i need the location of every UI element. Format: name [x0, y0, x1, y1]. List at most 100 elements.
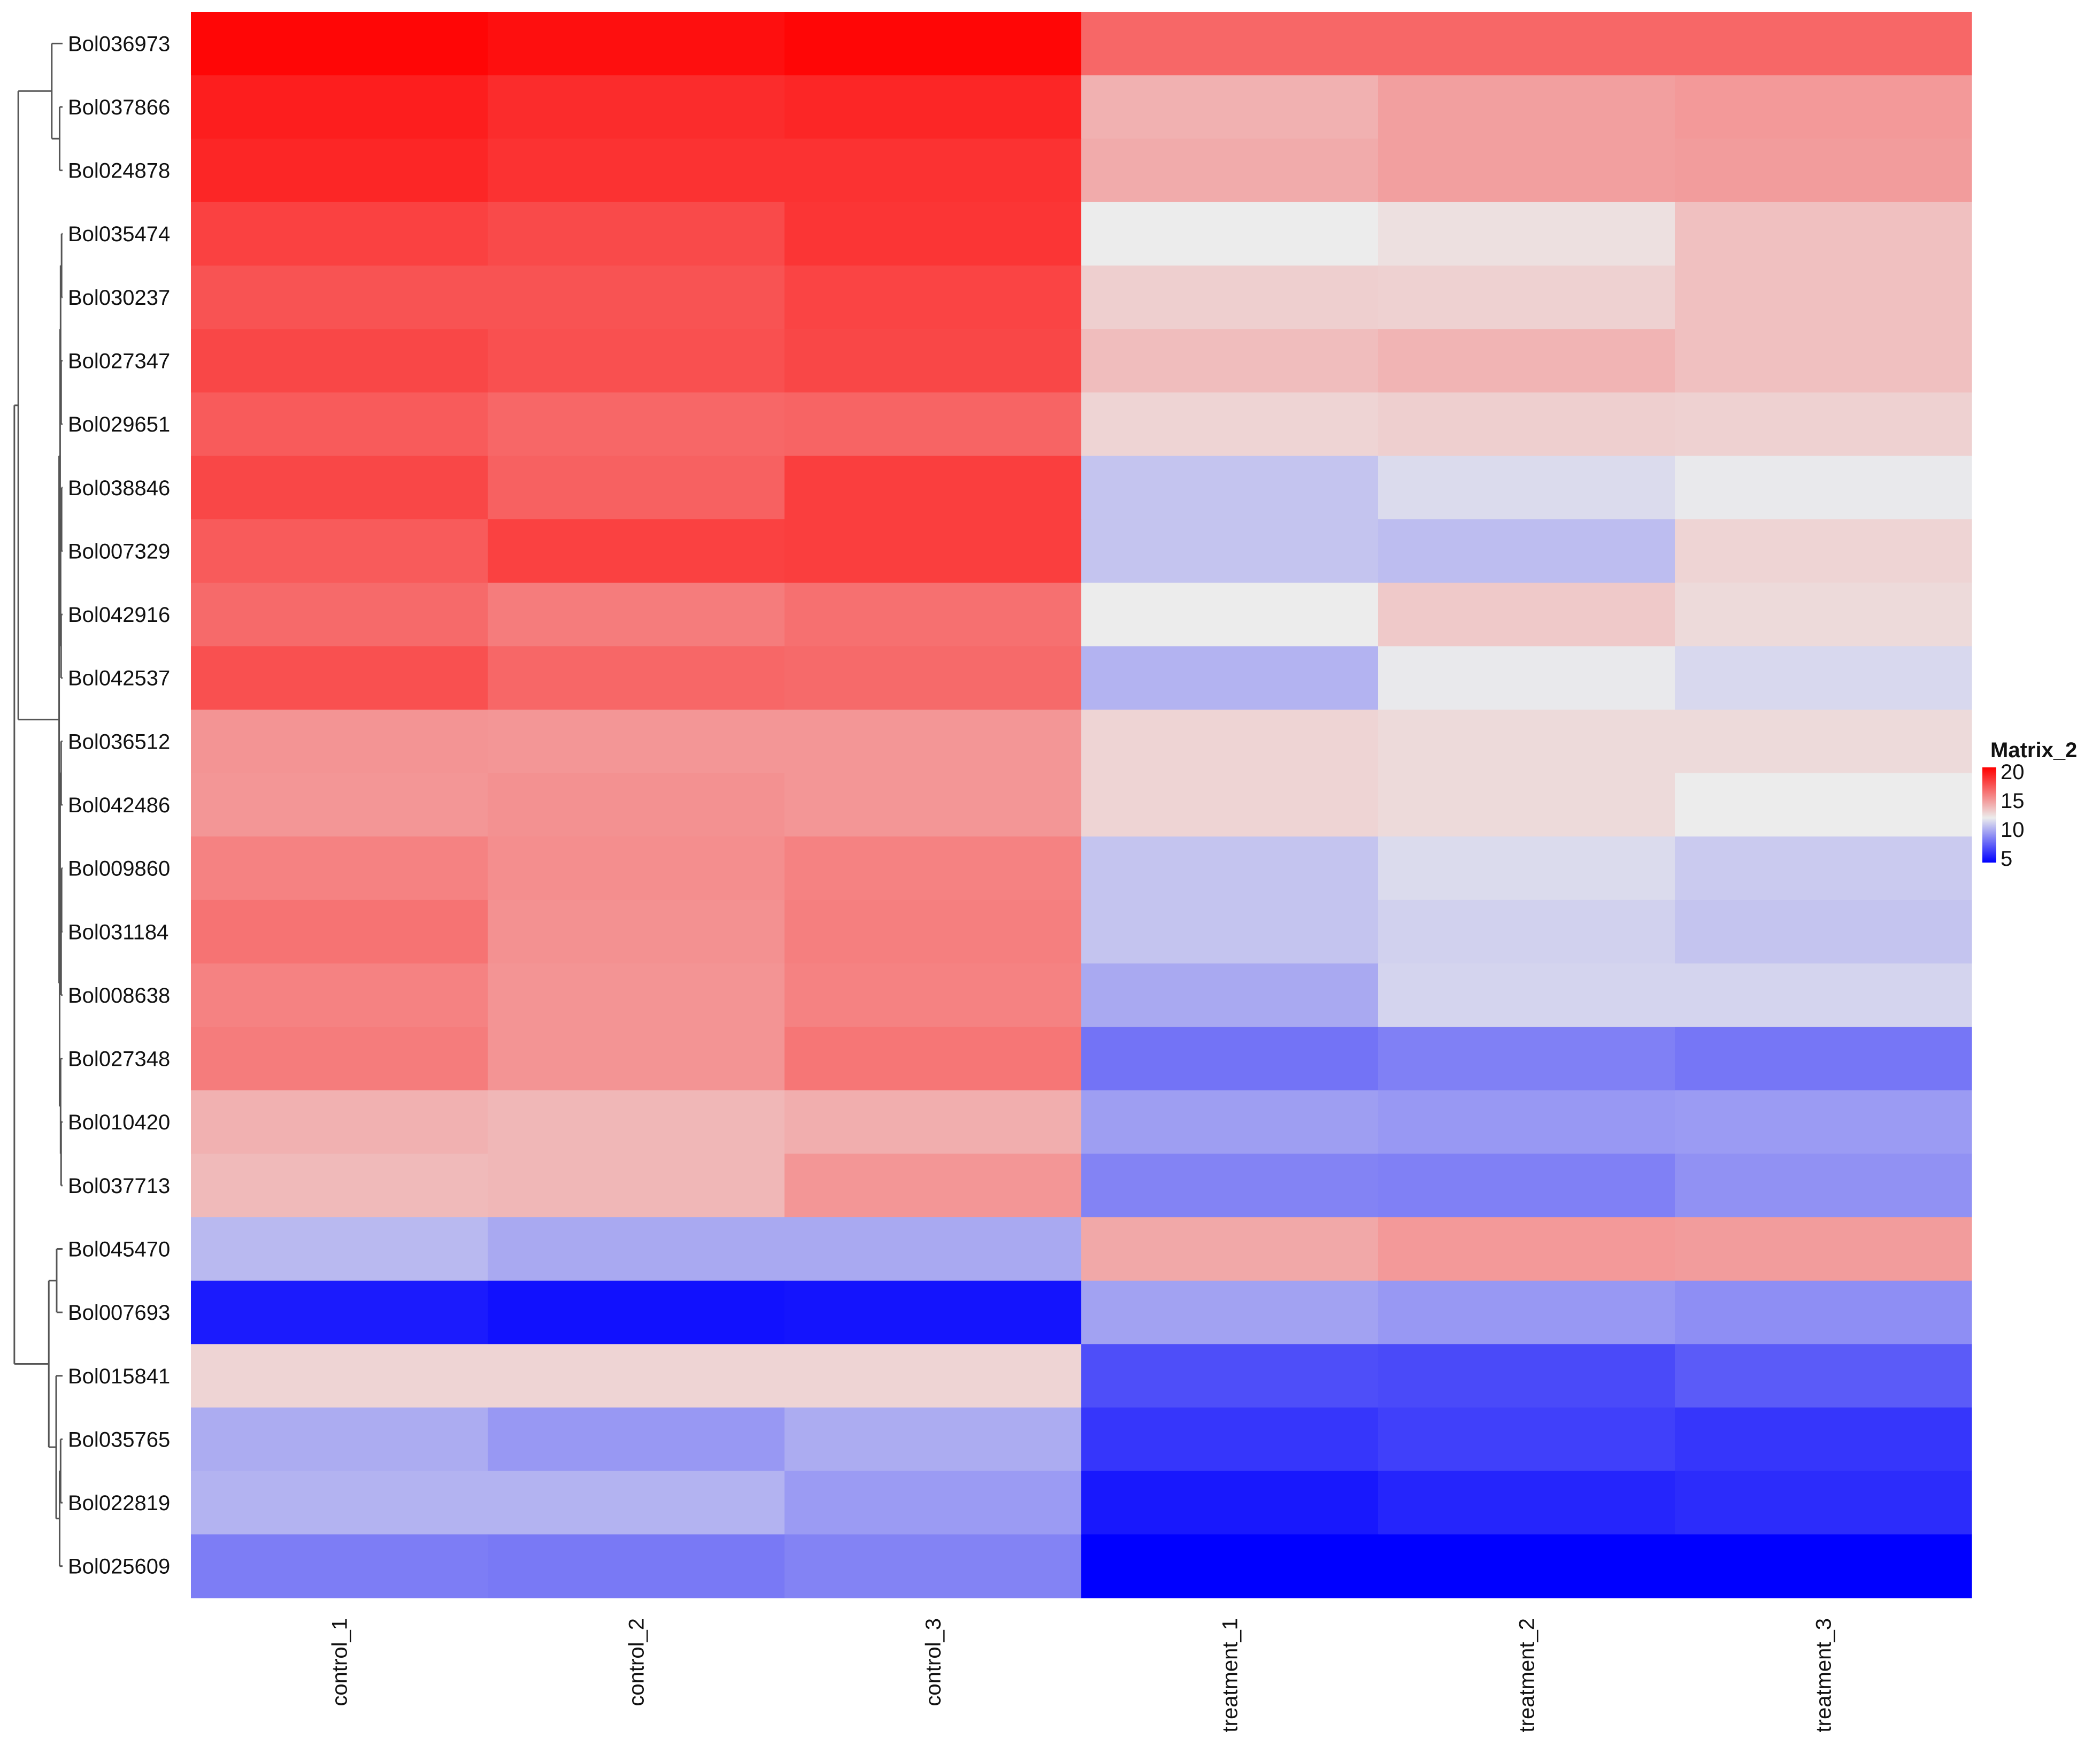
heatmap-cell-Bol027348-control_1 — [191, 1027, 488, 1091]
heatmap-cell-Bol022819-treatment_2 — [1378, 1471, 1675, 1535]
heatmap-cell-Bol037713-treatment_1 — [1081, 1153, 1379, 1218]
legend-title: Matrix_2 — [1990, 738, 2077, 762]
heatmap-cell-Bol037866-treatment_3 — [1675, 75, 1972, 139]
heatmap-cell-Bol027347-treatment_1 — [1081, 329, 1379, 393]
heatmap-cell-Bol045470-treatment_2 — [1378, 1217, 1675, 1281]
heatmap-cell-Bol042916-control_1 — [191, 582, 488, 647]
heatmap-cell-Bol042486-control_2 — [488, 773, 785, 837]
row-label-Bol015841: Bol015841 — [68, 1365, 170, 1388]
heatmap-cell-Bol027348-treatment_1 — [1081, 1027, 1379, 1091]
heatmap-cell-Bol036512-treatment_2 — [1378, 710, 1675, 774]
row-label-Bol045470: Bol045470 — [68, 1237, 170, 1261]
heatmap-cell-Bol007693-control_3 — [784, 1280, 1082, 1345]
heatmap-cell-Bol015841-control_3 — [784, 1344, 1082, 1408]
row-label-Bol037866: Bol037866 — [68, 96, 170, 119]
row-label-Bol036973: Bol036973 — [68, 32, 170, 56]
heatmap-cell-Bol030237-treatment_3 — [1675, 265, 1972, 329]
heatmap-cell-Bol007329-control_1 — [191, 519, 488, 583]
heatmap-cell-Bol027348-treatment_3 — [1675, 1027, 1972, 1091]
heatmap-cell-Bol035765-control_3 — [784, 1407, 1082, 1472]
heatmap-cell-Bol037713-control_2 — [488, 1153, 785, 1218]
heatmap-cell-Bol010420-treatment_2 — [1378, 1090, 1675, 1155]
heatmap-cell-Bol027348-control_3 — [784, 1027, 1082, 1091]
row-dendrogram — [13, 42, 63, 1567]
heatmap-cell-Bol035765-control_2 — [488, 1407, 785, 1472]
heatmap-cell-Bol042916-control_2 — [488, 582, 785, 647]
row-label-Bol042486: Bol042486 — [68, 794, 170, 817]
row-label-Bol024878: Bol024878 — [68, 159, 170, 183]
heatmap-cell-Bol038846-treatment_2 — [1378, 456, 1675, 520]
heatmap-cell-Bol009860-treatment_1 — [1081, 836, 1379, 901]
heatmap-cell-Bol042916-control_3 — [784, 582, 1082, 647]
heatmap-cell-Bol027347-control_3 — [784, 329, 1082, 393]
heatmap-cell-Bol027348-treatment_2 — [1378, 1027, 1675, 1091]
heatmap-cell-Bol008638-treatment_1 — [1081, 963, 1379, 1027]
heatmap-cell-Bol024878-control_3 — [784, 139, 1082, 203]
legend-tick-5: 5 — [2001, 847, 2012, 871]
heatmap-cell-Bol024878-treatment_3 — [1675, 139, 1972, 203]
heatmap-cell-Bol035474-treatment_3 — [1675, 202, 1972, 266]
heatmap-cell-Bol007329-treatment_1 — [1081, 519, 1379, 583]
heatmap-cell-Bol031184-treatment_1 — [1081, 899, 1379, 964]
heatmap-cell-Bol009860-control_2 — [488, 836, 785, 901]
row-label-Bol025609: Bol025609 — [68, 1555, 170, 1579]
heatmap-cell-Bol025609-control_2 — [488, 1534, 785, 1598]
heatmap-cell-Bol038846-treatment_3 — [1675, 456, 1972, 520]
heatmap-cell-Bol035474-control_1 — [191, 202, 488, 266]
heatmap-cell-Bol022819-control_3 — [784, 1471, 1082, 1535]
heatmap-cell-Bol030237-treatment_2 — [1378, 265, 1675, 329]
row-label-Bol008638: Bol008638 — [68, 984, 170, 1007]
column-label-treatment_3: treatment_3 — [1812, 1618, 1836, 1732]
heatmap-cell-Bol045470-control_1 — [191, 1217, 488, 1281]
heatmap-cell-Bol042537-treatment_3 — [1675, 646, 1972, 710]
heatmap-cell-Bol022819-treatment_3 — [1675, 1471, 1972, 1535]
heatmap-cell-Bol015841-treatment_1 — [1081, 1344, 1379, 1408]
heatmap-cell-Bol027347-treatment_3 — [1675, 329, 1972, 393]
heatmap-cell-Bol027347-treatment_2 — [1378, 329, 1675, 393]
heatmap-cell-Bol022819-control_1 — [191, 1471, 488, 1535]
heatmap-cell-Bol037866-treatment_1 — [1081, 75, 1379, 139]
heatmap-cell-Bol009860-control_3 — [784, 836, 1082, 901]
heatmap-cell-Bol024878-treatment_1 — [1081, 139, 1379, 203]
heatmap-cell-Bol029651-control_2 — [488, 392, 785, 457]
heatmap-cell-Bol036512-control_1 — [191, 710, 488, 774]
row-label-Bol035765: Bol035765 — [68, 1428, 170, 1451]
row-label-Bol030237: Bol030237 — [68, 286, 170, 310]
heatmap-cell-Bol035765-treatment_1 — [1081, 1407, 1379, 1472]
heatmap-cell-Bol010420-treatment_1 — [1081, 1090, 1379, 1155]
heatmap-cell-Bol007693-treatment_3 — [1675, 1280, 1972, 1345]
heatmap-cell-Bol007693-control_2 — [488, 1280, 785, 1345]
heatmap-cell-Bol042916-treatment_3 — [1675, 582, 1972, 647]
heatmap-cell-Bol007693-treatment_2 — [1378, 1280, 1675, 1345]
column-label-control_1: control_1 — [328, 1618, 352, 1706]
row-label-Bol007693: Bol007693 — [68, 1301, 170, 1325]
heatmap-cell-Bol038846-control_1 — [191, 456, 488, 520]
heatmap-cell-Bol037866-control_3 — [784, 75, 1082, 139]
heatmap-cell-Bol027347-control_1 — [191, 329, 488, 393]
heatmap-cell-Bol010420-treatment_3 — [1675, 1090, 1972, 1155]
heatmap-cell-Bol015841-treatment_3 — [1675, 1344, 1972, 1408]
row-label-Bol042916: Bol042916 — [68, 603, 170, 627]
column-label-control_2: control_2 — [625, 1618, 649, 1706]
heatmap-cell-Bol031184-treatment_3 — [1675, 899, 1972, 964]
heatmap-cell-Bol037866-control_1 — [191, 75, 488, 139]
heatmap-cell-Bol035765-treatment_3 — [1675, 1407, 1972, 1472]
heatmap-cell-Bol029651-treatment_3 — [1675, 392, 1972, 457]
row-label-Bol027348: Bol027348 — [68, 1048, 170, 1071]
heatmap-cell-Bol029651-control_3 — [784, 392, 1082, 457]
row-label-Bol009860: Bol009860 — [68, 857, 170, 881]
heatmap-cell-Bol035474-control_2 — [488, 202, 785, 266]
row-label-Bol042537: Bol042537 — [68, 667, 170, 690]
row-label-Bol027347: Bol027347 — [68, 350, 170, 373]
heatmap-cell-Bol007329-treatment_2 — [1378, 519, 1675, 583]
heatmap-cell-Bol027347-control_2 — [488, 329, 785, 393]
heatmap-cell-Bol007329-control_2 — [488, 519, 785, 583]
heatmap-cell-Bol035474-treatment_2 — [1378, 202, 1675, 266]
heatmap-cell-Bol027348-control_2 — [488, 1027, 785, 1091]
heatmap-cell-Bol025609-control_3 — [784, 1534, 1082, 1598]
heatmap-cell-Bol045470-control_2 — [488, 1217, 785, 1281]
heatmap-cell-Bol010420-control_1 — [191, 1090, 488, 1155]
column-label-control_3: control_3 — [922, 1618, 945, 1706]
heatmap-cell-Bol031184-control_3 — [784, 899, 1082, 964]
